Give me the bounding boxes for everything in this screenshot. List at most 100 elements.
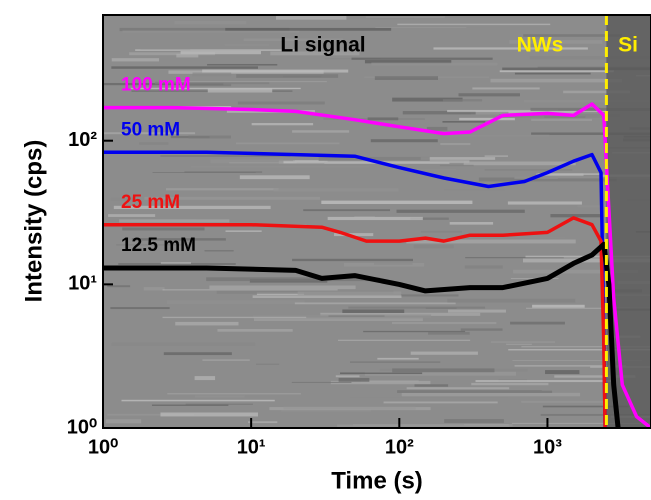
texture-streak: [509, 40, 603, 44]
texture-streak: [420, 230, 462, 233]
texture-streak: [428, 331, 470, 335]
texture-streak: [351, 57, 493, 60]
texture-streak: [175, 321, 239, 326]
texture-streak: [253, 317, 423, 322]
texture-streak: [131, 238, 226, 241]
texture-streak: [327, 216, 423, 221]
texture-streak: [328, 315, 385, 317]
texture-streak: [406, 239, 576, 244]
x-tick-label: 10¹: [237, 436, 266, 458]
texture-streak: [239, 175, 310, 180]
texture-streak: [541, 389, 573, 391]
texture-streak: [130, 87, 301, 90]
texture-streak: [478, 177, 617, 182]
texture-streak: [207, 63, 278, 66]
texture-streak: [400, 294, 459, 297]
texture-streak: [514, 176, 651, 179]
texture-streak: [544, 115, 586, 119]
texture-streak: [210, 159, 284, 164]
texture-streak: [444, 419, 504, 423]
texture-streak: [105, 419, 142, 424]
texture-streak: [237, 101, 325, 105]
texture-streak: [129, 52, 216, 56]
x-tick-label: 10³: [533, 436, 562, 458]
texture-streak: [522, 258, 651, 263]
texture-streak: [393, 168, 456, 171]
texture-streak: [111, 58, 160, 62]
texture-streak: [506, 343, 532, 346]
texture-streak: [184, 171, 263, 173]
texture-streak: [537, 66, 651, 68]
texture-streak: [392, 368, 495, 373]
texture-streak: [194, 376, 216, 381]
texture-streak: [251, 123, 314, 126]
y-tick-label: 10⁰: [67, 416, 97, 438]
texture-streak: [507, 201, 582, 205]
texture-streak: [502, 67, 651, 71]
texture-streak: [513, 269, 638, 274]
texture-streak: [204, 250, 234, 252]
texture-streak: [512, 359, 643, 362]
texture-streak: [472, 87, 540, 90]
series-line: [103, 216, 607, 428]
texture-streak: [364, 371, 517, 376]
y-tick-label: 10²: [68, 129, 97, 151]
texture-streak: [550, 214, 602, 218]
texture-streak: [252, 295, 402, 299]
texture-streak: [557, 178, 607, 181]
texture-streak: [185, 403, 253, 405]
texture-streak: [160, 155, 291, 157]
texture-streak: [276, 15, 347, 20]
texture-streak: [337, 339, 471, 341]
x-tick-label: 10²: [385, 436, 414, 458]
texture-streak: [206, 277, 381, 282]
texture-streak: [377, 357, 419, 360]
series-line: [103, 102, 651, 428]
texture-streak: [108, 214, 156, 217]
texture-streak: [401, 392, 581, 397]
texture-streak: [397, 390, 553, 393]
texture-streak: [337, 424, 510, 428]
x-tick-label: 10⁰: [88, 436, 118, 458]
texture-streak: [224, 44, 270, 46]
texture-streak: [294, 302, 456, 305]
texture-streak: [383, 401, 498, 404]
texture-streak: [499, 70, 614, 73]
texture-streak: [442, 99, 483, 102]
annotation: NWs: [517, 34, 564, 57]
texture-streak: [202, 359, 250, 361]
texture-streak: [122, 30, 300, 33]
texture-streak: [403, 236, 566, 239]
texture-streak: [490, 78, 623, 83]
texture-streak: [166, 188, 279, 191]
texture-streak: [225, 230, 262, 233]
texture-streak: [465, 257, 564, 259]
texture-streak: [444, 189, 505, 191]
texture-streak: [274, 185, 425, 188]
series-label: 50 mM: [121, 119, 180, 140]
texture-streak: [392, 97, 463, 102]
texture-streak: [475, 380, 612, 383]
texture-streak: [577, 205, 615, 208]
texture-streak: [180, 50, 261, 55]
texture-streak: [292, 130, 350, 133]
texture-streak: [397, 23, 551, 26]
texture-streak: [342, 309, 405, 313]
texture-streak: [166, 300, 305, 305]
texture-streak: [406, 387, 510, 390]
texture-streak: [490, 341, 556, 343]
texture-streak: [235, 142, 340, 145]
texture-streak: [349, 396, 508, 399]
texture-streak: [139, 142, 169, 145]
texture-streak: [426, 126, 448, 131]
texture-streak: [508, 349, 651, 351]
texture-streak: [374, 262, 413, 265]
texture-streak: [160, 262, 191, 264]
texture-streak: [321, 200, 473, 205]
texture-streak: [330, 380, 431, 385]
texture-streak: [332, 49, 355, 54]
series-label: 25 mM: [121, 192, 180, 213]
texture-streak: [532, 304, 585, 308]
texture-streak: [163, 352, 232, 356]
